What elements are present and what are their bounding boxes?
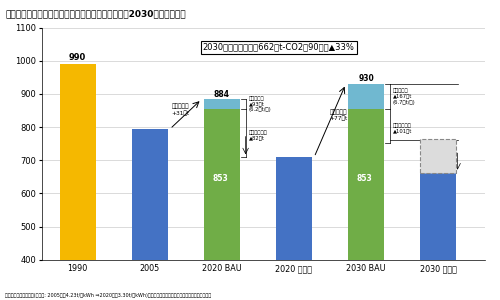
Text: 794: 794 bbox=[142, 118, 158, 127]
Text: 853: 853 bbox=[356, 175, 372, 184]
Text: 次世代車増
+77万t: 次世代車増 +77万t bbox=[330, 109, 348, 121]
Bar bbox=[420, 173, 456, 260]
Text: 853: 853 bbox=[212, 175, 228, 184]
Text: 電力係数改善
▲82万t: 電力係数改善 ▲82万t bbox=[248, 130, 267, 141]
Text: 注）電力係数の見通し(現目標: 2005年度4.23t/万kWh ⇒2020年度3.30t/万kWh)が見直された場合は、それに応じ目標値を見直す: 注）電力係数の見通し(現目標: 2005年度4.23t/万kWh ⇒2020年度… bbox=[5, 293, 211, 298]
Text: 990: 990 bbox=[69, 53, 86, 62]
Text: 図表１　国内の企業活動（生産にかかる）における2030年の削減目標: 図表１ 国内の企業活動（生産にかかる）における2030年の削減目標 bbox=[5, 9, 186, 18]
Bar bbox=[204, 110, 240, 260]
Bar bbox=[420, 140, 456, 173]
Text: 電力係数改善
▲101万t: 電力係数改善 ▲101万t bbox=[392, 123, 412, 134]
Bar bbox=[348, 84, 384, 110]
Text: 省エネ努力
▲93万t
(6.2万t/年): 省エネ努力 ▲93万t (6.2万t/年) bbox=[248, 96, 271, 112]
Text: 930: 930 bbox=[358, 74, 374, 83]
Bar bbox=[276, 157, 312, 260]
Text: 2030年度目標　：　662万t-CO2、90年比▲33%: 2030年度目標 ： 662万t-CO2、90年比▲33% bbox=[203, 43, 354, 52]
Text: 省エネ努力
▲167万t
(6.7万t/年): 省エネ努力 ▲167万t (6.7万t/年) bbox=[392, 88, 415, 104]
Bar bbox=[132, 129, 168, 260]
Text: 次世代車増
+31万t: 次世代車増 +31万t bbox=[171, 104, 189, 116]
Bar bbox=[204, 99, 240, 110]
Text: 709: 709 bbox=[286, 147, 302, 156]
Text: 662: 662 bbox=[430, 163, 446, 172]
Text: 884: 884 bbox=[214, 89, 230, 98]
Bar bbox=[60, 64, 96, 260]
Bar bbox=[348, 110, 384, 260]
